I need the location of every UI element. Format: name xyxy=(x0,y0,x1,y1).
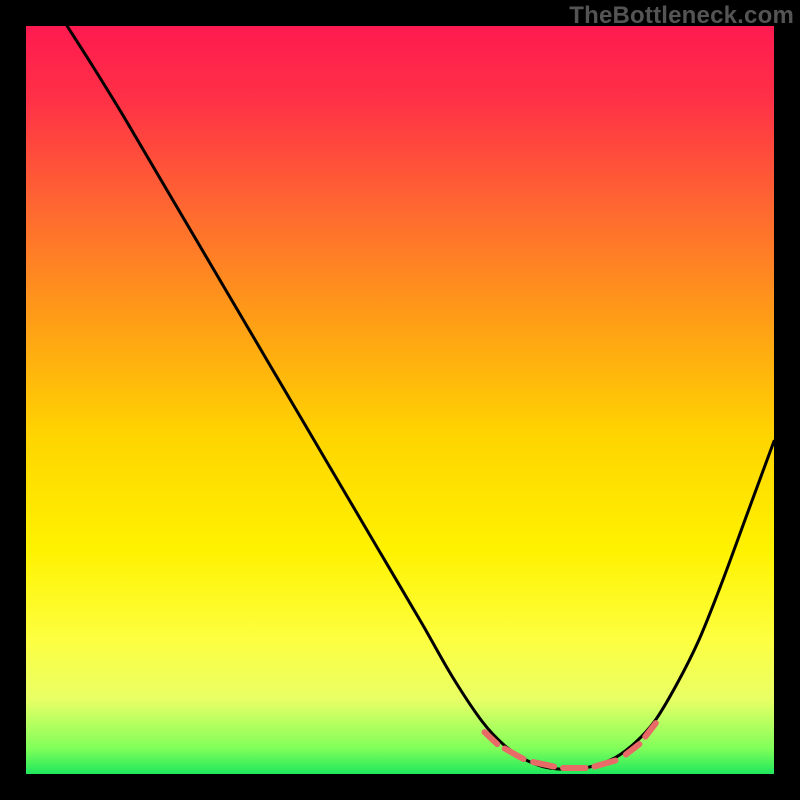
chart-frame: TheBottleneck.com xyxy=(0,0,800,800)
watermark-text: TheBottleneck.com xyxy=(569,2,794,30)
